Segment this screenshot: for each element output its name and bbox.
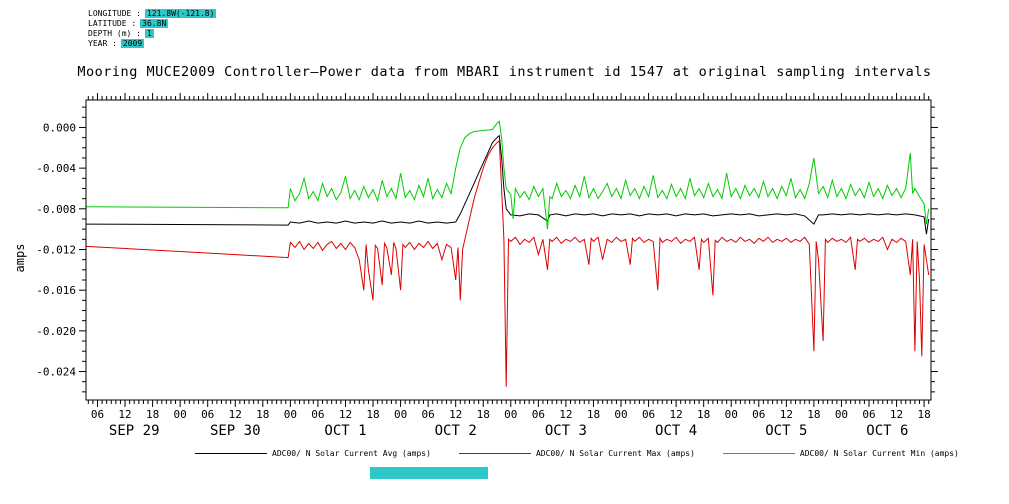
x-tick-label: 06 bbox=[91, 408, 104, 421]
legend-line-swatch bbox=[195, 452, 267, 454]
x-tick-label: 00 bbox=[725, 408, 738, 421]
y-tick-label: -0.024 bbox=[36, 366, 76, 379]
x-tick-label: 12 bbox=[890, 408, 903, 421]
metadata-longitude: LONGITUDE :121.8W(-121.8) bbox=[88, 9, 217, 19]
x-tick-label: 00 bbox=[174, 408, 187, 421]
x-tick-label: 18 bbox=[146, 408, 159, 421]
legend-label: ADC00/ N Solar Current Min (amps) bbox=[799, 448, 959, 458]
x-axis-ticks: 06 12 18 00 06 12 18 00 06 12 18 00 06 12 18 00 06 12 18 00… bbox=[87, 93, 931, 421]
station-metadata: LONGITUDE :121.8W(-121.8) LATITUDE :36.8… bbox=[88, 9, 217, 49]
x-tick-label: 12 bbox=[229, 408, 242, 421]
legend-entry: ADC00/ N Solar Current Max (amps) bbox=[458, 447, 695, 459]
min-series-line bbox=[85, 120, 930, 230]
metadata-value: 36.8N bbox=[140, 19, 169, 28]
y-tick-label: -0.004 bbox=[36, 162, 76, 175]
plot-border bbox=[85, 99, 932, 401]
y-tick-label: -0.008 bbox=[36, 203, 76, 216]
x-tick-label: 06 bbox=[422, 408, 435, 421]
metadata-depth: DEPTH (m) :1 bbox=[88, 29, 216, 39]
chart-title: Mooring MUCE2009 Controller—Power data f… bbox=[77, 64, 932, 80]
x-tick-label: 00 bbox=[504, 408, 517, 421]
metadata-label: LONGITUDE : bbox=[88, 9, 141, 18]
date-label: OCT 3 bbox=[545, 423, 587, 439]
metadata-year: YEAR :2009 bbox=[88, 39, 216, 49]
x-tick-label: 06 bbox=[311, 408, 324, 421]
max-series-line bbox=[85, 139, 930, 387]
x-tick-label: 18 bbox=[697, 408, 710, 421]
legend-line-swatch bbox=[458, 452, 531, 454]
y-tick-label: -0.020 bbox=[36, 325, 76, 338]
date-label: SEP 29 bbox=[109, 423, 160, 439]
x-tick-label: 00 bbox=[284, 408, 297, 421]
metadata-label: DEPTH (m) : bbox=[88, 29, 141, 38]
x-tick-label: 06 bbox=[752, 408, 765, 421]
y-tick-label: 0.000 bbox=[43, 121, 76, 134]
x-tick-label: 00 bbox=[394, 408, 407, 421]
y-axis-ticks: 0.000 -0.004 -0.008 -0.012 -0.016 -0.020 -0.02… bbox=[36, 106, 938, 393]
legend-entry: ADC00/ N Solar Current Avg (amps) bbox=[195, 447, 431, 459]
legend-line-swatch bbox=[722, 452, 795, 454]
date-label: SEP 30 bbox=[210, 423, 261, 439]
metadata-label: YEAR : bbox=[88, 39, 117, 48]
metadata-label: LATITUDE : bbox=[88, 19, 137, 28]
avg-series-line bbox=[85, 134, 930, 235]
x-tick-label: 18 bbox=[917, 408, 930, 421]
x-tick-label: 12 bbox=[780, 408, 793, 421]
metadata-value: 1 bbox=[144, 29, 154, 38]
x-tick-label: 06 bbox=[532, 408, 545, 421]
legend-entry: ADC00/ N Solar Current Min (amps) bbox=[722, 447, 959, 459]
metadata-value: 2009 bbox=[120, 39, 145, 48]
date-label: OCT 2 bbox=[435, 423, 477, 439]
date-label: OCT 4 bbox=[655, 423, 697, 439]
x-tick-label: 12 bbox=[449, 408, 462, 421]
x-date-labels: SEP 29 SEP 30 OCT 1 OCT 2 OCT 3 OCT 4 OCT 5 OCT… bbox=[109, 423, 909, 439]
legend: ADC00/ N Solar Current Avg (amps) ADC00/ … bbox=[195, 447, 965, 459]
x-tick-label: 18 bbox=[587, 408, 600, 421]
x-tick-label: 00 bbox=[835, 408, 848, 421]
x-tick-label: 00 bbox=[614, 408, 627, 421]
x-tick-label: 12 bbox=[339, 408, 352, 421]
x-tick-label: 12 bbox=[118, 408, 131, 421]
x-tick-label: 12 bbox=[559, 408, 572, 421]
date-label: OCT 6 bbox=[866, 423, 908, 439]
x-tick-label: 06 bbox=[862, 408, 875, 421]
legend-label: ADC00/ N Solar Current Avg (amps) bbox=[272, 448, 431, 458]
y-tick-label: -0.016 bbox=[36, 284, 76, 297]
date-label: OCT 5 bbox=[765, 423, 807, 439]
x-tick-label: 18 bbox=[807, 408, 820, 421]
x-tick-label: 06 bbox=[642, 408, 655, 421]
footer-highlight-bar bbox=[370, 467, 488, 479]
x-tick-label: 12 bbox=[669, 408, 682, 421]
x-tick-label: 06 bbox=[201, 408, 214, 421]
x-tick-label: 18 bbox=[366, 408, 379, 421]
x-tick-label: 18 bbox=[256, 408, 269, 421]
date-label: OCT 1 bbox=[324, 423, 366, 439]
x-tick-label: 18 bbox=[477, 408, 490, 421]
metadata-latitude: LATITUDE :36.8N bbox=[88, 19, 216, 29]
y-tick-label: -0.012 bbox=[36, 243, 76, 256]
legend-label: ADC00/ N Solar Current Max (amps) bbox=[535, 448, 695, 458]
metadata-value: 121.8W(-121.8) bbox=[144, 9, 217, 18]
